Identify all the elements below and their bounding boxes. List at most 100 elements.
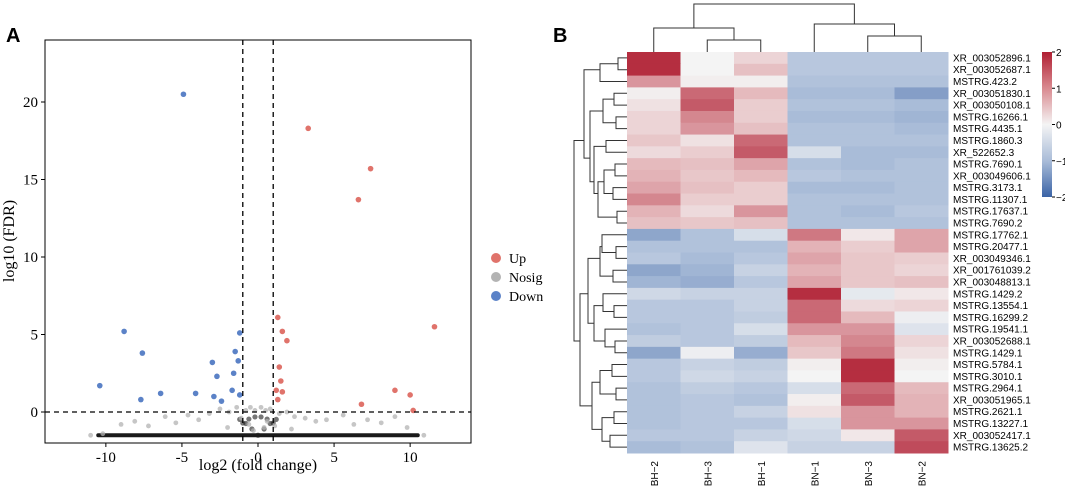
heatmap-cell [680, 311, 735, 324]
heatmap-cell [841, 87, 895, 100]
down-point [236, 392, 243, 398]
heatmap-cell [787, 122, 842, 136]
heatmap-cell [734, 99, 788, 112]
heatmap-cell [627, 240, 681, 253]
heatmap-cell [787, 252, 842, 265]
panel-b-label: B [553, 25, 567, 47]
dendrogram-branch [583, 69, 600, 159]
heatmap-cell [841, 122, 895, 136]
heatmap-cell [841, 346, 895, 360]
down-point [236, 330, 243, 336]
down-point [232, 348, 238, 355]
heatmap-cell [680, 134, 735, 147]
heatmap-cell [627, 122, 681, 136]
heatmap-cell [734, 110, 788, 124]
heatmap-cell [734, 87, 788, 100]
x-tick-label: -5 [176, 450, 189, 466]
heatmap-cell [734, 75, 788, 88]
heatmap-cell [787, 240, 842, 253]
heatmap-cell [841, 52, 895, 65]
column-label: BH−3 [703, 461, 714, 487]
heatmap-cell [841, 299, 895, 312]
column-label: BN−2 [917, 461, 928, 487]
heatmap-cell [627, 146, 681, 159]
heatmap-cell [627, 417, 681, 430]
heatmap-cell [894, 382, 949, 395]
nosig-point [264, 418, 270, 424]
y-tick-label: 15 [23, 173, 38, 189]
row-label: MSTRG.16299.2 [953, 313, 1028, 324]
row-label: MSTRG.17637.1 [953, 207, 1028, 218]
heatmap-cell [680, 346, 735, 360]
heatmap-cell [787, 394, 842, 407]
dendrogram-branch [599, 246, 613, 277]
heatmap-cell [841, 146, 895, 159]
heatmap-cell [680, 382, 735, 395]
heatmap-cell [894, 417, 949, 430]
down-point [214, 373, 220, 380]
down-point [229, 387, 235, 394]
down-point [138, 396, 144, 403]
y-tick-label: 5 [31, 328, 39, 344]
legend-swatch [491, 253, 501, 263]
heatmap-cell [894, 193, 949, 206]
legend-swatch [491, 272, 501, 282]
nosig-point [284, 409, 290, 415]
heatmap-cell [841, 228, 895, 242]
dendrogram-branch [615, 246, 627, 259]
heatmap-cell [894, 299, 949, 312]
heatmap-cell [894, 110, 949, 124]
dendrogram-branch [601, 234, 627, 253]
nosig-point [247, 404, 253, 410]
nonsig-point [273, 416, 279, 422]
dendrogram-branch [867, 35, 922, 52]
heatmap-cell [787, 63, 842, 77]
heatmap-cell [787, 299, 842, 312]
nosig-point [261, 425, 267, 430]
heatmap-cell [627, 169, 681, 183]
up-point [358, 401, 365, 408]
heatmap-cell [627, 429, 681, 442]
heatmap-cell [680, 205, 735, 218]
heatmap-cell [627, 323, 681, 336]
heatmap-cell [787, 335, 842, 348]
heatmap-cell [894, 240, 949, 253]
heatmap-cell [787, 87, 842, 100]
row-label: MSTRG.7690.2 [953, 219, 1023, 230]
heatmap-cell [894, 252, 949, 265]
dendrogram-branch [611, 364, 627, 377]
heatmap-cell [680, 441, 735, 454]
heatmap-cell [627, 382, 681, 395]
nosig-point [404, 425, 410, 430]
heatmap-cell [787, 276, 842, 289]
dendrogram-branch [602, 293, 627, 312]
dendrogram-branch [604, 328, 627, 348]
nosig-point [313, 418, 319, 424]
heatmap-cell [734, 193, 788, 206]
row-label: MSTRG.16266.1 [953, 112, 1028, 123]
nosig-point [421, 432, 427, 438]
heatmap-cell [787, 110, 842, 124]
heatmap-cell [680, 169, 735, 183]
down-point [209, 359, 216, 366]
row-label: XR_003048813.1 [953, 277, 1031, 288]
heatmap-cell [734, 370, 788, 383]
y-tick-label: 0 [31, 405, 39, 421]
dendrogram-branch [615, 116, 627, 130]
legend-swatch [491, 291, 501, 301]
row-label: MSTRG.2964.1 [953, 384, 1023, 395]
heatmap-cell [627, 346, 681, 360]
dendrogram-branch [601, 417, 614, 442]
heatmap-cell [680, 287, 735, 301]
nosig-point [118, 422, 124, 427]
nonsig-point [246, 416, 252, 422]
nosig-point [185, 412, 191, 418]
heatmap-cell [627, 99, 681, 112]
dendrogram-branch [605, 139, 627, 153]
heatmap-cell [841, 417, 895, 430]
nosig-point [234, 404, 240, 410]
row-label: MSTRG.20477.1 [953, 242, 1028, 253]
row-label: MSTRG.4435.1 [953, 124, 1023, 135]
up-point [407, 392, 413, 398]
heatmap-cell [680, 323, 735, 336]
